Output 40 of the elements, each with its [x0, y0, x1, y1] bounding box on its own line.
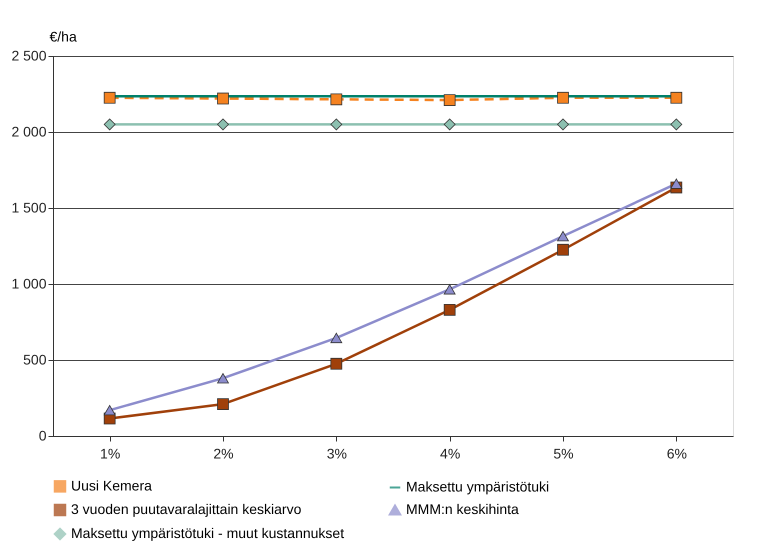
point	[104, 92, 116, 104]
point	[444, 304, 456, 316]
x-tick-label: 3%	[326, 446, 347, 462]
point	[330, 358, 342, 370]
legend-label: Maksettu ympäristötuki - muut kustannukset	[71, 525, 344, 541]
y-tick-label: 0	[38, 428, 47, 444]
point	[104, 405, 116, 416]
legend-label: Uusi Kemera	[71, 477, 152, 494]
point	[557, 230, 569, 242]
point	[670, 178, 682, 189]
point	[217, 373, 229, 384]
y-tick-label: 1 500	[11, 200, 47, 216]
point	[557, 118, 569, 130]
x-tick-label: 1%	[100, 446, 120, 462]
x-tick-label: 6%	[666, 446, 687, 462]
point	[104, 118, 116, 130]
point	[670, 118, 682, 130]
legend-label: MMM:n keskihinta	[406, 501, 520, 517]
y-axis-title: €/ha	[50, 28, 77, 44]
point	[444, 284, 456, 294]
point	[217, 92, 229, 104]
x-tick-label: 4%	[440, 446, 460, 462]
point	[557, 92, 569, 104]
y-tick-label: 2 000	[11, 124, 47, 140]
x-tick-label: 5%	[553, 446, 574, 462]
y-tick-label: 2 500	[11, 48, 47, 64]
point	[557, 244, 569, 256]
point	[330, 93, 342, 106]
legend-label: Maksettu ympäristötuki	[406, 478, 550, 494]
legend-label: 3 vuoden puutavaralajittain keskiarvo	[71, 501, 302, 517]
point	[670, 92, 682, 104]
point	[330, 118, 342, 130]
point	[217, 398, 229, 410]
x-tick-label: 2%	[213, 446, 234, 462]
point	[444, 118, 456, 130]
point	[330, 332, 342, 344]
point	[217, 118, 229, 130]
point	[444, 94, 456, 106]
y-tick-label: 500	[23, 352, 47, 368]
y-tick-label: 1 000	[11, 276, 47, 292]
